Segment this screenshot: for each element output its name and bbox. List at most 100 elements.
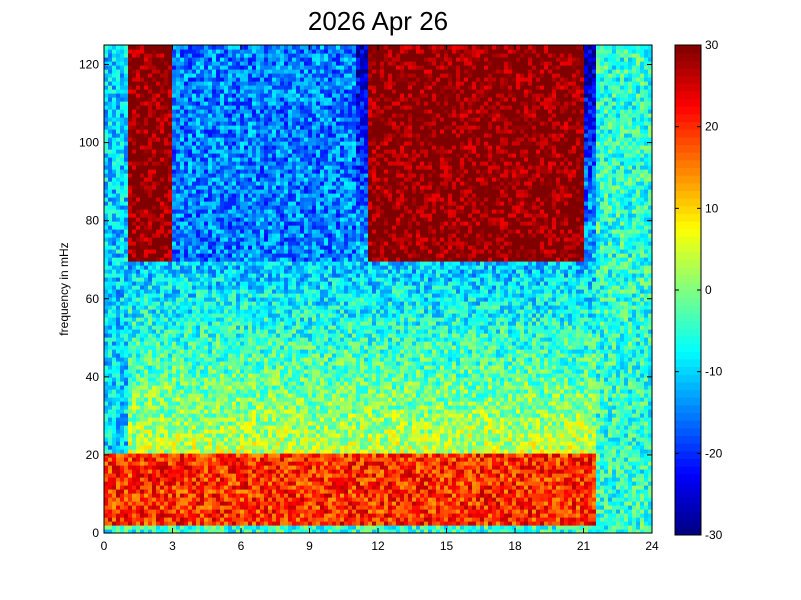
heatmap-cell (104, 153, 109, 158)
heatmap-cell (244, 177, 249, 182)
heatmap-cell (244, 313, 249, 318)
heatmap-cell (248, 437, 253, 442)
heatmap-cell (176, 93, 181, 98)
heatmap-cell (216, 289, 221, 294)
heatmap-cell (212, 373, 217, 378)
heatmap-cell (172, 485, 177, 490)
heatmap-cell (256, 461, 261, 466)
heatmap-cell (136, 297, 141, 302)
heatmap-cell (232, 213, 237, 218)
heatmap-cell (252, 101, 257, 106)
heatmap-cell (172, 185, 177, 190)
heatmap-cell (168, 153, 173, 158)
heatmap-cell (252, 249, 257, 254)
heatmap-cell (212, 209, 217, 214)
heatmap-cell (144, 225, 149, 230)
heatmap-cell (180, 325, 185, 330)
heatmap-cell (232, 293, 237, 298)
heatmap-cell (136, 437, 141, 442)
heatmap-cell (184, 285, 189, 290)
heatmap-cell (156, 413, 161, 418)
heatmap-cell (212, 261, 217, 266)
heatmap-cell (132, 85, 137, 90)
heatmap-cell (168, 249, 173, 254)
heatmap-cell (196, 225, 201, 230)
heatmap-cell (212, 53, 217, 58)
heatmap-cell (136, 61, 141, 66)
heatmap-cell (208, 273, 213, 278)
heatmap-cell (136, 473, 141, 478)
heatmap-cell (112, 201, 117, 206)
heatmap-cell (252, 441, 257, 446)
heatmap-cell (128, 441, 133, 446)
heatmap-cell (160, 405, 165, 410)
heatmap-cell (196, 501, 201, 506)
heatmap-cell (116, 473, 121, 478)
heatmap-cell (196, 61, 201, 66)
heatmap-cell (244, 425, 249, 430)
heatmap-cell (116, 189, 121, 194)
heatmap-cell (240, 89, 245, 94)
heatmap-cell (252, 205, 257, 210)
heatmap-cell (124, 485, 129, 490)
heatmap-cell (176, 333, 181, 338)
heatmap-cell (244, 109, 249, 114)
heatmap-cell (228, 433, 233, 438)
heatmap-cell (236, 149, 241, 154)
heatmap-cell (112, 213, 117, 218)
heatmap-cell (216, 425, 221, 430)
heatmap-cell (108, 265, 113, 270)
heatmap-cell (236, 397, 241, 402)
heatmap-cell (104, 141, 109, 146)
heatmap-cell (260, 509, 265, 514)
heatmap-cell (248, 85, 253, 90)
heatmap-cell (172, 441, 177, 446)
heatmap-cell (136, 457, 141, 462)
heatmap-cell (180, 193, 185, 198)
heatmap-cell (260, 73, 265, 78)
heatmap-cell (208, 477, 213, 482)
heatmap-cell (196, 213, 201, 218)
heatmap-cell (172, 233, 177, 238)
heatmap-cell (180, 85, 185, 90)
heatmap-cell (144, 409, 149, 414)
heatmap-cell (160, 45, 165, 50)
heatmap-cell (116, 157, 121, 162)
heatmap-cell (132, 473, 137, 478)
heatmap-cell (192, 477, 197, 482)
heatmap-cell (264, 161, 269, 166)
heatmap-cell (260, 337, 265, 342)
heatmap-cell (200, 97, 205, 102)
heatmap-cell (116, 221, 121, 226)
heatmap-cell (192, 509, 197, 514)
heatmap-cell (104, 237, 109, 242)
heatmap-cell (160, 273, 165, 278)
heatmap-cell (116, 401, 121, 406)
heatmap-cell (172, 289, 177, 294)
heatmap-cell (244, 333, 249, 338)
heatmap-cell (184, 473, 189, 478)
heatmap-cell (108, 225, 113, 230)
heatmap-cell (264, 421, 269, 426)
heatmap-cell (264, 501, 269, 506)
heatmap-cell (224, 421, 229, 426)
heatmap-cell (208, 213, 213, 218)
heatmap-cell (228, 149, 233, 154)
heatmap-cell (152, 145, 157, 150)
heatmap-cell (140, 529, 145, 534)
heatmap-cell (140, 329, 145, 334)
heatmap-cell (132, 109, 137, 114)
heatmap-cell (180, 421, 185, 426)
heatmap-cell (124, 261, 129, 266)
heatmap-cell (128, 185, 133, 190)
heatmap-cell (180, 477, 185, 482)
heatmap-cell (260, 141, 265, 146)
heatmap-cell (184, 45, 189, 50)
heatmap-cell (220, 241, 225, 246)
heatmap-cell (252, 409, 257, 414)
heatmap-cell (196, 245, 201, 250)
heatmap-cell (228, 185, 233, 190)
heatmap-cell (212, 489, 217, 494)
heatmap-cell (180, 153, 185, 158)
heatmap-cell (196, 433, 201, 438)
